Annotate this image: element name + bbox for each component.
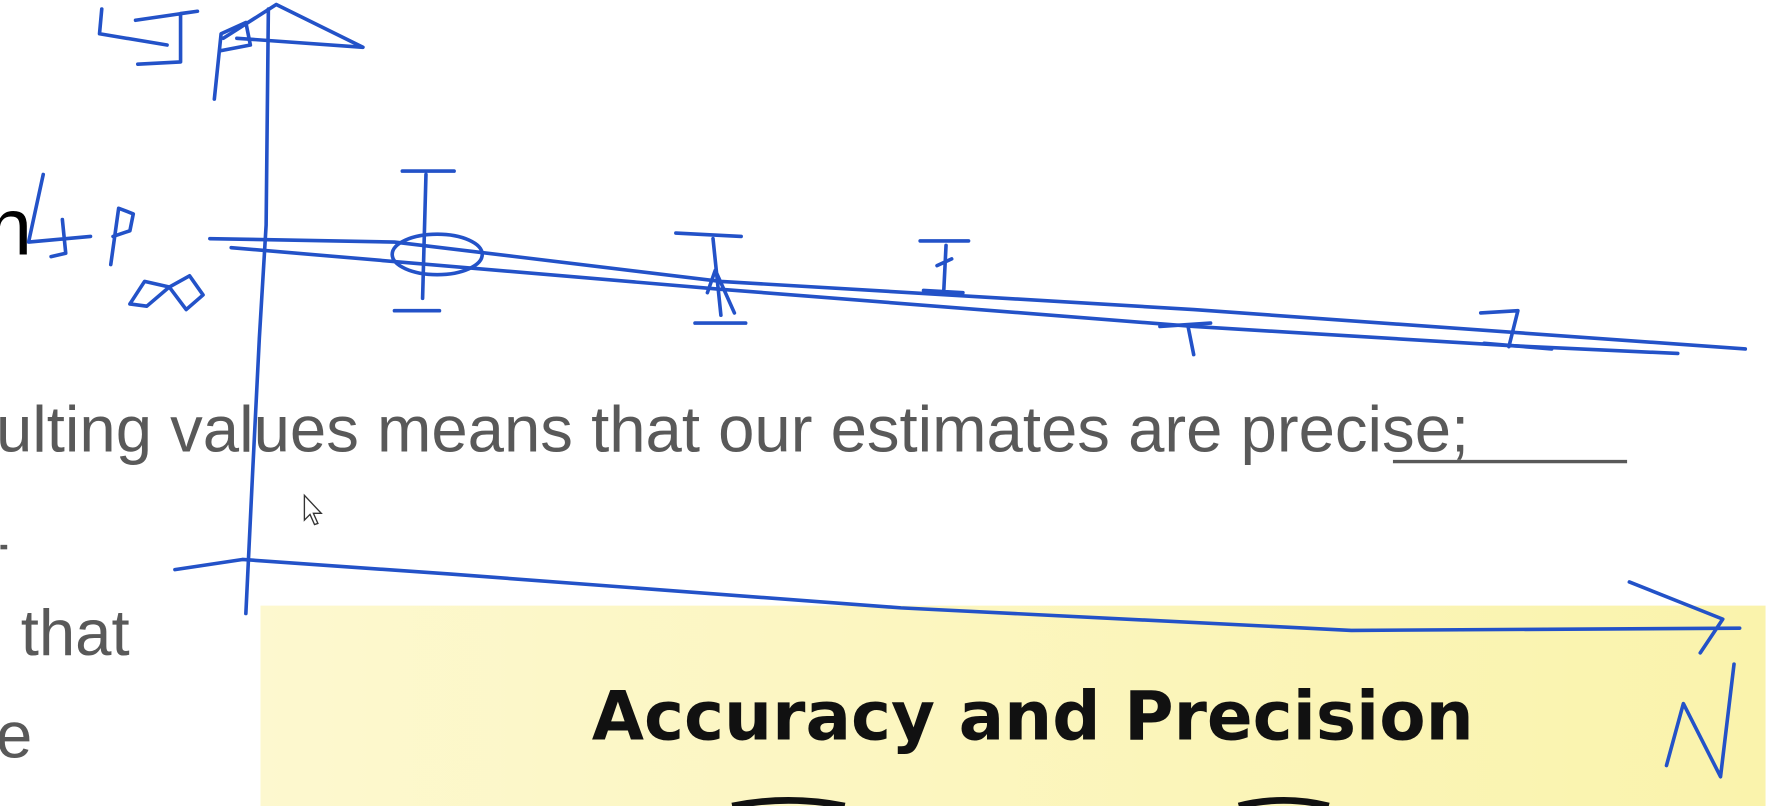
ink-annotation (26, 2, 1748, 779)
heading-fragment: n (0, 182, 32, 272)
body-line: that (21, 596, 130, 669)
body-text: ulting values means that our estimates a… (0, 392, 1241, 465)
text-fragment (0, 544, 8, 550)
body-line: e (0, 699, 32, 772)
banner (260, 605, 1766, 806)
body-line: ulting values means that our estimates a… (0, 392, 1469, 465)
mouse-cursor (303, 493, 323, 526)
banner-title: Accuracy and Precision (592, 677, 1474, 756)
body-text: ; (1451, 392, 1469, 465)
banner-fragment (731, 796, 1330, 806)
link-text[interactable]: precise (1241, 392, 1451, 465)
